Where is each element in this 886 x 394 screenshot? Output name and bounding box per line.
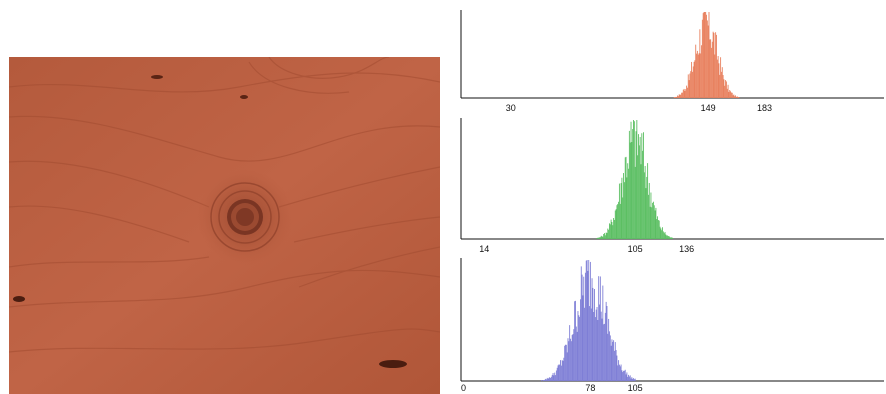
x-tick-label: 14: [479, 244, 489, 254]
histogram-panel: 30 149 183 14 105 136 0 78 105: [455, 0, 886, 394]
wood-grain-drawing: [9, 57, 440, 394]
x-tick-label: 30: [506, 103, 516, 113]
x-tick-label: 136: [679, 244, 694, 254]
wood-texture-image: [9, 57, 440, 394]
x-tick-label: 78: [585, 383, 595, 393]
histogram-1: 30 149 183: [460, 10, 884, 113]
histogram-svg: 30 149 183 14 105 136 0 78 105: [460, 10, 884, 393]
histogram-2: 14 105 136: [460, 118, 884, 254]
x-tick-label: 149: [701, 103, 716, 113]
x-tick-label: 105: [628, 244, 643, 254]
histogram-3: 0 78 105: [460, 258, 884, 393]
x-tick-label: 0: [461, 383, 466, 393]
x-tick-label: 183: [757, 103, 772, 113]
x-tick-label: 105: [628, 383, 643, 393]
